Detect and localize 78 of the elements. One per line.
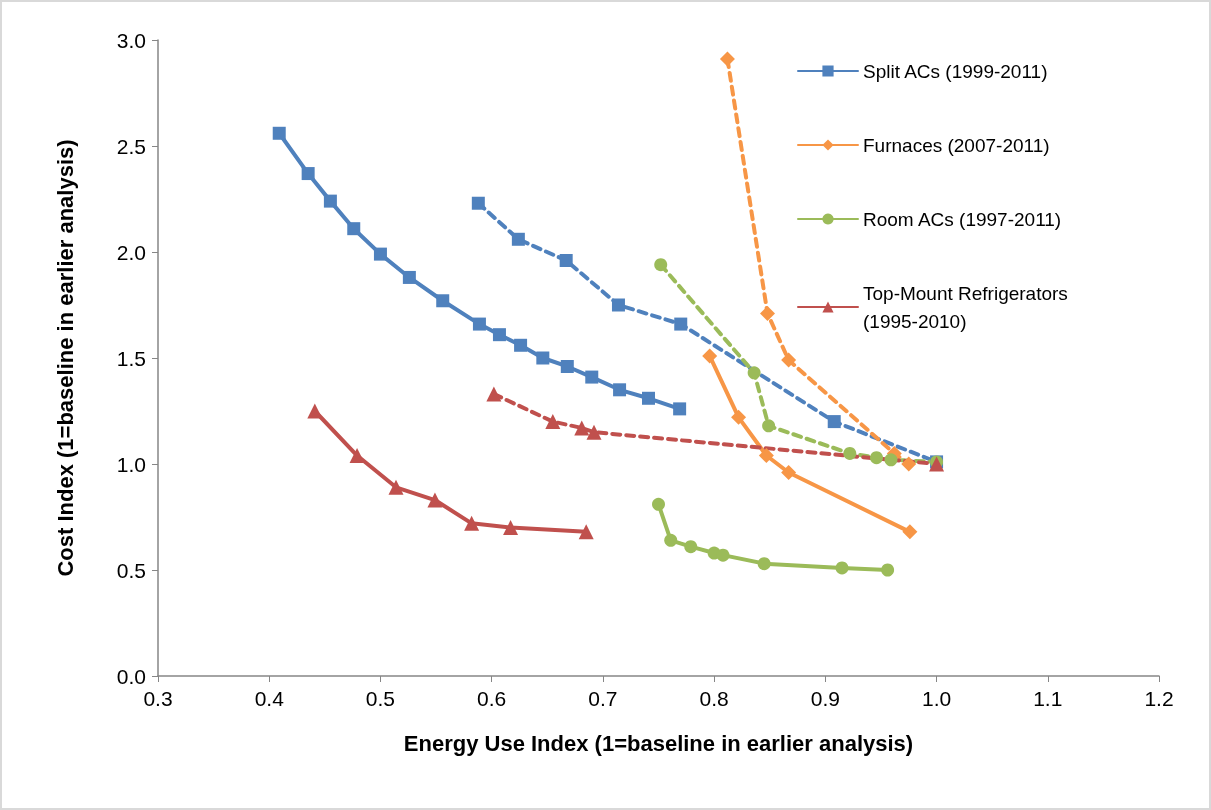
point [843, 446, 857, 460]
point [716, 548, 730, 562]
x-tick-label: 0.9 [810, 687, 840, 710]
y-tick-label: 1.0 [116, 452, 146, 476]
point [560, 359, 574, 373]
point [664, 533, 678, 547]
point [323, 194, 337, 208]
point [870, 451, 883, 465]
point [578, 524, 594, 540]
point [757, 557, 771, 571]
y-tick-label: 2.0 [116, 240, 146, 264]
y-axis-title: Cost Index (1=baseline in earlier analysis) [52, 139, 78, 577]
point [514, 338, 528, 352]
point [427, 492, 443, 508]
point [827, 415, 841, 429]
point [545, 414, 561, 430]
point [511, 232, 525, 246]
point [388, 479, 404, 495]
point [586, 424, 602, 440]
point [486, 386, 502, 402]
point [762, 419, 776, 433]
point [574, 420, 590, 436]
legend-label: Room ACs (1997-2011) [863, 208, 1062, 230]
point [781, 352, 797, 368]
x-tick-label: 1.1 [1033, 687, 1063, 710]
x-tick-label: 0.4 [254, 687, 285, 710]
point [835, 561, 849, 575]
point [881, 563, 895, 577]
point [373, 247, 387, 261]
x-tick-label: 0.5 [365, 687, 396, 710]
point [902, 524, 918, 540]
point [673, 402, 687, 416]
point [492, 328, 506, 342]
point [641, 391, 655, 405]
point [652, 497, 665, 511]
point [760, 305, 775, 321]
x-axis-title: Energy Use Index (1=baseline in earlier analysis) [403, 730, 914, 756]
x-tick-label: 0.3 [143, 687, 173, 710]
point [758, 448, 774, 464]
point [901, 456, 917, 472]
x-tick-label: 0.8 [699, 687, 729, 710]
point [731, 409, 747, 425]
point [654, 258, 668, 272]
point [301, 167, 315, 181]
y-tick-label: 1.5 [116, 346, 146, 370]
legend-label: Top-Mount Refrigerators (1995-2010) [863, 282, 1074, 332]
legend-label: Furnaces (2007-2011) [863, 134, 1050, 156]
x-tick-label: 0.7 [588, 687, 618, 710]
point [684, 540, 698, 554]
point [781, 464, 797, 480]
point [307, 403, 323, 419]
point [272, 126, 286, 140]
point [347, 222, 361, 236]
point [464, 515, 480, 531]
point [472, 317, 486, 331]
point [702, 348, 718, 364]
point [613, 383, 627, 397]
point [585, 370, 599, 384]
point [611, 298, 625, 312]
point [536, 351, 550, 365]
x-tick-label: 1.0 [921, 687, 952, 710]
point [436, 294, 450, 308]
x-tick-label: 0.6 [477, 687, 507, 710]
legend-label: Split ACs (1999-2011) [863, 60, 1048, 82]
point [674, 317, 688, 331]
y-tick-label: 0.0 [116, 664, 146, 688]
y-tick-label: 3.0 [116, 28, 146, 52]
x-tick-label: 1.2 [1144, 687, 1174, 710]
point [471, 196, 485, 210]
y-tick-label: 0.5 [116, 558, 146, 582]
point [402, 270, 416, 284]
y-tick-label: 2.5 [116, 134, 146, 158]
point [349, 448, 365, 464]
point [719, 51, 735, 67]
point [884, 453, 898, 467]
point [559, 253, 573, 267]
point [747, 366, 761, 380]
point [503, 520, 519, 536]
